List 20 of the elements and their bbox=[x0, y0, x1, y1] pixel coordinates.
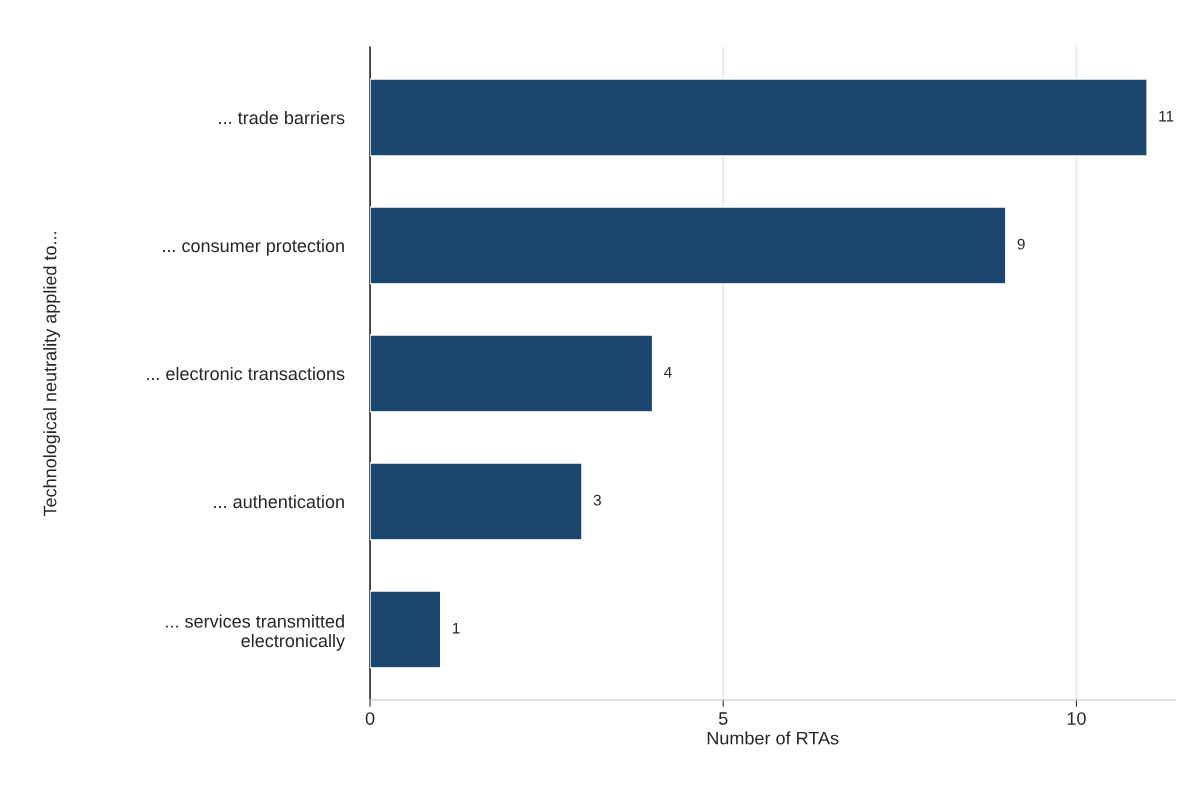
data-label: 1 bbox=[452, 622, 460, 634]
x-axis-title: Number of RTAs bbox=[707, 731, 839, 745]
data-label: 9 bbox=[1017, 238, 1025, 250]
y-tick-label: ... electronic transactions bbox=[147, 366, 345, 381]
bar bbox=[370, 590, 442, 669]
data-label: 4 bbox=[664, 366, 672, 378]
x-tick-label: 0 bbox=[365, 712, 375, 725]
y-tick-label: ... services transmitted electronically bbox=[166, 614, 346, 651]
y-tick-label: ... authentication bbox=[214, 494, 344, 509]
x-tick-label: 10 bbox=[1067, 712, 1086, 725]
y-tick-label: ... consumer protection bbox=[163, 238, 344, 256]
bar bbox=[370, 78, 1148, 157]
x-tick-label: 5 bbox=[718, 712, 728, 725]
bar bbox=[370, 334, 654, 413]
data-label: 3 bbox=[593, 494, 601, 506]
bar bbox=[370, 206, 1007, 285]
data-label: 11 bbox=[1159, 110, 1174, 122]
bar bbox=[370, 462, 583, 541]
y-tick-label: ... trade barriers bbox=[219, 110, 345, 125]
y-axis-title: Technological neutrality applied to... bbox=[43, 232, 61, 517]
